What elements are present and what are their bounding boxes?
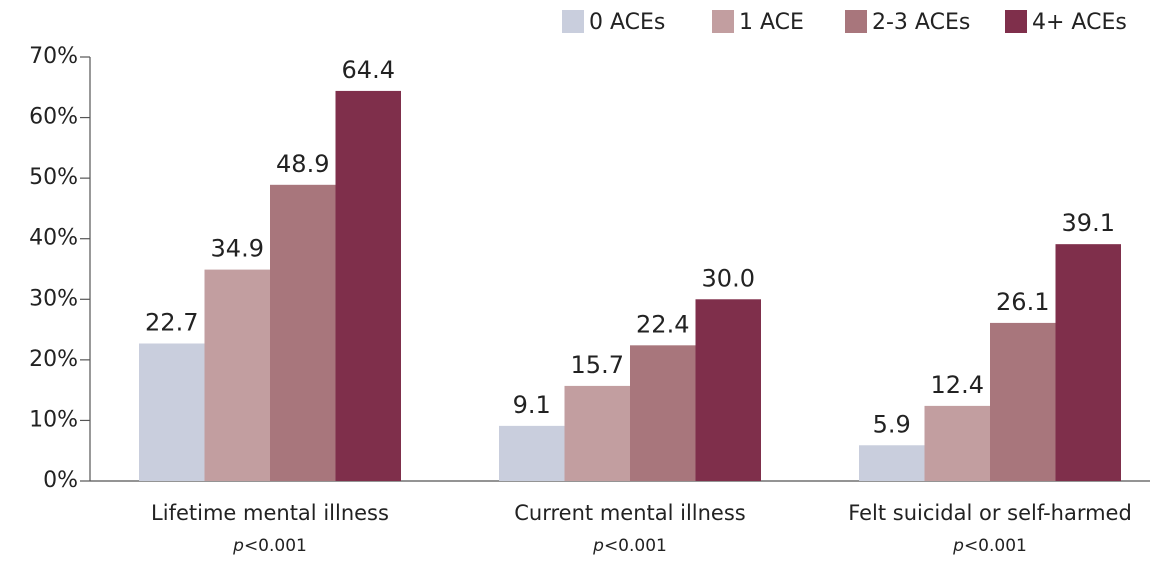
data-label: 22.4 <box>636 310 689 338</box>
legend-swatch <box>712 10 734 33</box>
annotation-italic: p <box>952 536 964 556</box>
legend-label: 4+ ACEs <box>1032 10 1127 35</box>
annotation: p<0.001 <box>952 536 1027 556</box>
bar <box>270 184 336 481</box>
annotation-rest: <0.001 <box>244 536 307 556</box>
bar <box>204 269 270 481</box>
legend-swatch <box>1005 10 1027 33</box>
y-tick-label: 30% <box>29 286 78 311</box>
y-tick-label: 0% <box>43 468 78 493</box>
y-tick-label: 20% <box>29 347 78 372</box>
y-tick-label: 40% <box>29 226 78 251</box>
data-label: 48.9 <box>276 150 329 178</box>
bar <box>630 345 696 481</box>
legend-swatch <box>562 10 584 33</box>
x-tick-label: Lifetime mental illness <box>151 501 389 525</box>
annotation: p<0.001 <box>232 536 307 556</box>
data-label: 64.4 <box>342 56 395 84</box>
annotation-italic: p <box>232 536 244 556</box>
data-label: 30.0 <box>702 264 755 292</box>
x-tick-label: Felt suicidal or self-harmed <box>848 501 1132 525</box>
data-label: 39.1 <box>1062 209 1115 237</box>
y-tick-label: 10% <box>29 407 78 432</box>
bar <box>924 405 990 481</box>
bar <box>695 299 761 481</box>
data-label: 26.1 <box>996 288 1049 316</box>
annotation-rest: <0.001 <box>604 536 667 556</box>
bar <box>139 343 205 481</box>
legend-label: 0 ACEs <box>589 10 665 35</box>
data-label: 12.4 <box>931 371 984 399</box>
annotation: p<0.001 <box>592 536 667 556</box>
data-label: 9.1 <box>513 391 551 419</box>
data-label: 34.9 <box>211 235 264 263</box>
bar <box>564 385 630 481</box>
legend-label: 1 ACE <box>739 10 804 35</box>
bar <box>335 90 401 482</box>
annotation-rest: <0.001 <box>964 536 1027 556</box>
data-label: 5.9 <box>873 410 911 438</box>
y-tick-label: 60% <box>29 105 78 130</box>
y-tick-label: 50% <box>29 165 78 190</box>
data-label: 22.7 <box>145 309 198 337</box>
bar <box>499 425 565 481</box>
bar <box>990 322 1056 481</box>
x-tick-label: Current mental illness <box>514 501 745 525</box>
bar <box>1055 244 1121 481</box>
data-label: 15.7 <box>571 351 624 379</box>
legend-label: 2-3 ACEs <box>872 10 970 35</box>
bar <box>859 445 925 481</box>
y-tick-label: 70% <box>29 44 78 69</box>
legend-swatch <box>845 10 867 33</box>
annotation-italic: p <box>592 536 604 556</box>
